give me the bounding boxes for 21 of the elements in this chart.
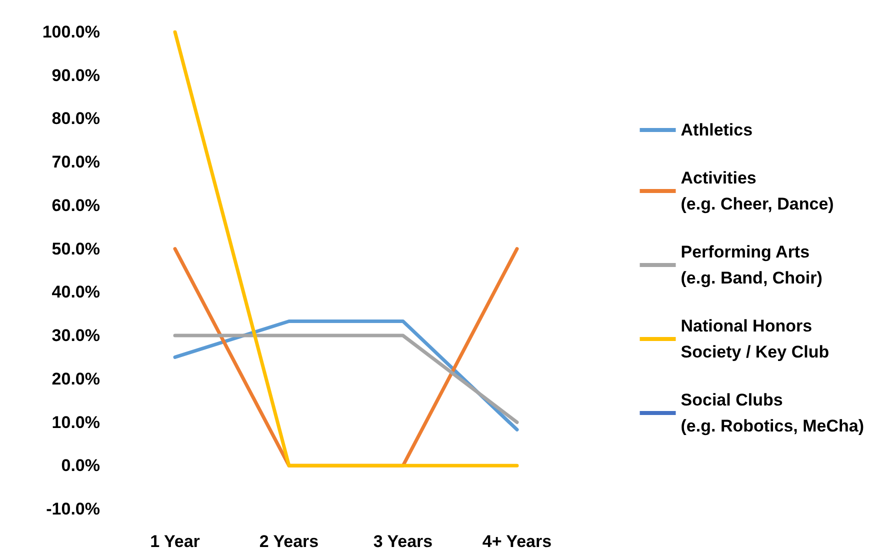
y-tick-label: 100.0% (42, 22, 100, 42)
y-tick-label: 70.0% (52, 152, 100, 172)
x-tick-label: 3 Years (373, 532, 433, 550)
x-tick-label: 2 Years (259, 532, 319, 550)
y-tick-label: 20.0% (52, 369, 100, 388)
y-tick-label: 80.0% (52, 109, 100, 128)
y-tick-label: 40.0% (52, 282, 100, 302)
y-tick-label: 50.0% (52, 239, 100, 258)
y-tick-label: 90.0% (52, 66, 100, 85)
y-tick-label: 60.0% (52, 196, 100, 215)
legend-label: Athletics (680, 120, 753, 140)
y-tick-label: -10.0% (46, 500, 100, 518)
x-tick-label: 1 Year (150, 532, 200, 550)
legend-label: National Honors Society / Key Club (680, 316, 830, 362)
x-tick-label: 4+ Years (482, 532, 552, 550)
legend-label: Performing Arts (e.g. Band, Choir) (680, 242, 822, 288)
y-tick-label: 10.0% (52, 412, 100, 432)
legend-label: Activities (e.g. Cheer, Dance) (680, 168, 834, 214)
legend-label: Social Clubs (e.g. Robotics, MeCha) (680, 390, 864, 436)
y-tick-label: 0.0% (61, 456, 100, 476)
y-tick-label: 30.0% (52, 326, 100, 346)
